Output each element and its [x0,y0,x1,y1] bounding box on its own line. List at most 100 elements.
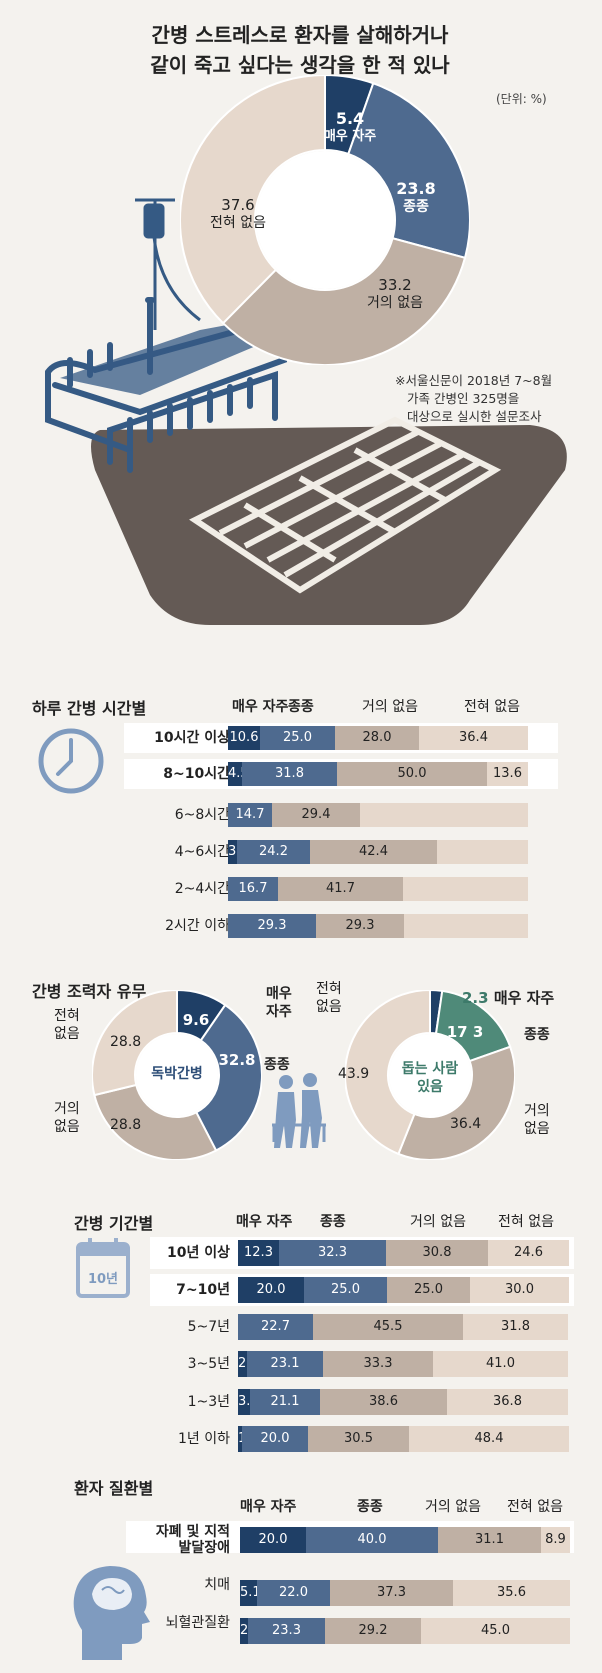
bars-period-row-label: 5~7년 [110,1314,230,1340]
bars-hours-seg-often: 24.2 [237,840,310,864]
bars-hours-seg-never: 13.6 [487,762,528,786]
bars-hours-seg-very-often: 10.6 [228,726,260,750]
bars-period-seg-rarely: 45.5 [313,1314,463,1340]
alone-name-often: 종종 [264,1057,290,1073]
alone-value-very-often: 9.6 [182,1011,210,1029]
helper-name-very-often: 매우 자주 [493,989,555,1007]
main-title-line2: 같이 죽고 싶다는 생각을 한 적 있나 [150,53,450,77]
bars-hours-seg-rarely: 29.3 [316,914,404,938]
bars-period-seg-very-often: 2.6 [238,1351,259,1377]
helper-center-label-line1: 돕는 사람 [401,1061,459,1077]
survey-note: ※서울신문이 2018년 7~8월 가족 간병인 325명을 대상으로 실시한 … [395,372,595,426]
alone-center-label: 독박간병 [151,1066,203,1082]
main-donut-chart [180,75,470,365]
period-header-often: 종종 [320,1214,346,1230]
window-light-grid [189,416,502,594]
disease-header-rarely: 거의 없음 [425,1499,481,1515]
bars-period-seg-never: 24.6 [488,1240,569,1266]
main-slice-value-never: 37.6 [221,196,255,214]
illustration [45,198,567,625]
main-slice-name-never: 전혀 없음 [210,215,266,231]
alone-value-rarely: 28.8 [110,1117,142,1133]
alone-donut-chart [92,990,262,1160]
bars-period-seg-never: 31.8 [463,1314,568,1340]
disease-header-very-often: 매우 자주 [240,1499,297,1515]
bars-hours-seg-never [437,840,528,864]
bars-period-seg-rarely: 33.3 [323,1351,433,1377]
bars-period-row-label: 1년 이하 [110,1426,230,1452]
bars-period-row-label-text: 3~5년 [187,1356,230,1372]
helper-name-often: 종종 [524,1027,550,1043]
bars-hours-row-label-text: 2시간 이하 [165,918,230,934]
bars-hours-row-label: 6~8시간 [110,803,230,827]
bars-disease-seg-very-often: 2.5 [240,1618,261,1644]
hours-header-very-often: 매우 자주 [232,699,289,715]
helper-value-often: 17 3 [446,1023,484,1041]
brain-head-icon [73,1566,150,1660]
period-header-rarely: 거의 없음 [410,1214,466,1230]
bars-hours-seg-never [403,877,528,901]
main-slice-often [347,81,470,260]
bars-disease-seg-rarely: 31.1 [438,1527,541,1553]
alone-name-very-often-text: 매우 자주 [266,986,292,1020]
bars-disease-seg-rarely: 29.2 [325,1618,421,1644]
bars-period-row-label-text: 1년 이하 [178,1431,230,1447]
bars-disease-seg-never: 45.0 [421,1618,570,1644]
bars-period-seg-very-often: 20.0 [238,1277,304,1303]
main-slice-name-very-often: 매우 자주 [323,129,377,144]
bars-hours-seg-very-often: 3.0 [228,840,249,864]
bars-disease-seg-often: 23.3 [248,1618,325,1644]
bars-hours-seg-often: 31.8 [242,762,337,786]
bars-disease-row-label: 뇌혈관질환 [120,1615,230,1631]
bars-hours-row-label: 8~10시간 [110,762,230,786]
bars-period-seg-often: 32.3 [279,1240,386,1266]
main-slice-label-very-often: 5.4 매우 자주 [322,110,378,146]
alone-name-rarely: 거의 없음 [54,1101,80,1135]
bars-hours-row-label-text: 8~10시간 [163,766,230,782]
calendar-icon-text: 10년 [87,1272,119,1287]
bars-hours-row-label-text: 4~6시간 [174,844,230,860]
main-slice-never [180,75,326,325]
bars-hours-seg-never [360,803,528,827]
bars-disease-row-label: 자폐 및 지적 발달장애 [120,1524,230,1556]
bars-disease-seg-very-often: 20.0 [240,1527,306,1553]
hours-header-often: 종종 [288,699,314,715]
hours-header-never: 전혀 없음 [464,699,520,715]
bars-period-seg-often: 23.1 [247,1351,323,1377]
main-slice-label-often: 23.8 종종 [386,180,446,216]
bars-disease-row-label-text: 치매 [204,1577,230,1593]
bars-period-seg-rarely: 30.5 [308,1426,409,1452]
alone-value-often: 32.8 [218,1051,256,1069]
bars-period-seg-never: 48.4 [409,1426,569,1452]
bars-period-seg-never: 41.0 [433,1351,568,1377]
bars-disease-row-label-text: 자폐 및 지적 [155,1524,230,1540]
main-slice-label-rarely: 33.2 거의 없음 [355,276,435,312]
bars-hours-seg-rarely: 42.4 [310,840,437,864]
alone-name-very-often: 매우 자주 [266,985,300,1021]
bars-period-row-label-text: 7~10년 [176,1282,230,1298]
bars-disease-row-label: 치매 [120,1577,230,1593]
alone-name-never: 전혀 없음 [54,1008,80,1042]
bars-hours-row-label-text: 6~8시간 [174,807,230,823]
helper-slice-rarely [397,1045,515,1160]
main-center-hole [256,151,394,289]
bars-disease-seg-never: 8.9 [541,1527,570,1553]
helper-center-hole [389,1034,471,1116]
bars-hours-seg-never [404,914,528,938]
bars-period-seg-rarely: 25.0 [387,1277,470,1303]
alone-value-never: 28.8 [110,1034,142,1050]
alone-center-hole [136,1034,218,1116]
bars-hours-seg-never: 36.4 [419,726,528,750]
main-slice-rarely [221,237,467,365]
bars-period-row-label-text: 5~7년 [187,1319,230,1335]
main-slice-value-often: 23.8 [396,179,436,198]
bars-period-row-label-text: 1~3년 [187,1394,230,1410]
bars-disease-seg-often: 22.0 [257,1580,330,1606]
survey-note-line1: ※서울신문이 2018년 7~8월 [395,373,553,388]
disease-section-title: 환자 질환별 [74,1479,154,1498]
bars-period-seg-often: 25.0 [304,1277,387,1303]
bars-period-row-label: 10년 이상 [110,1240,230,1266]
bed-mattress [60,318,270,395]
bars-disease-seg-never: 35.6 [453,1580,570,1606]
survey-note-line2: 가족 간병인 325명을 [407,391,520,406]
